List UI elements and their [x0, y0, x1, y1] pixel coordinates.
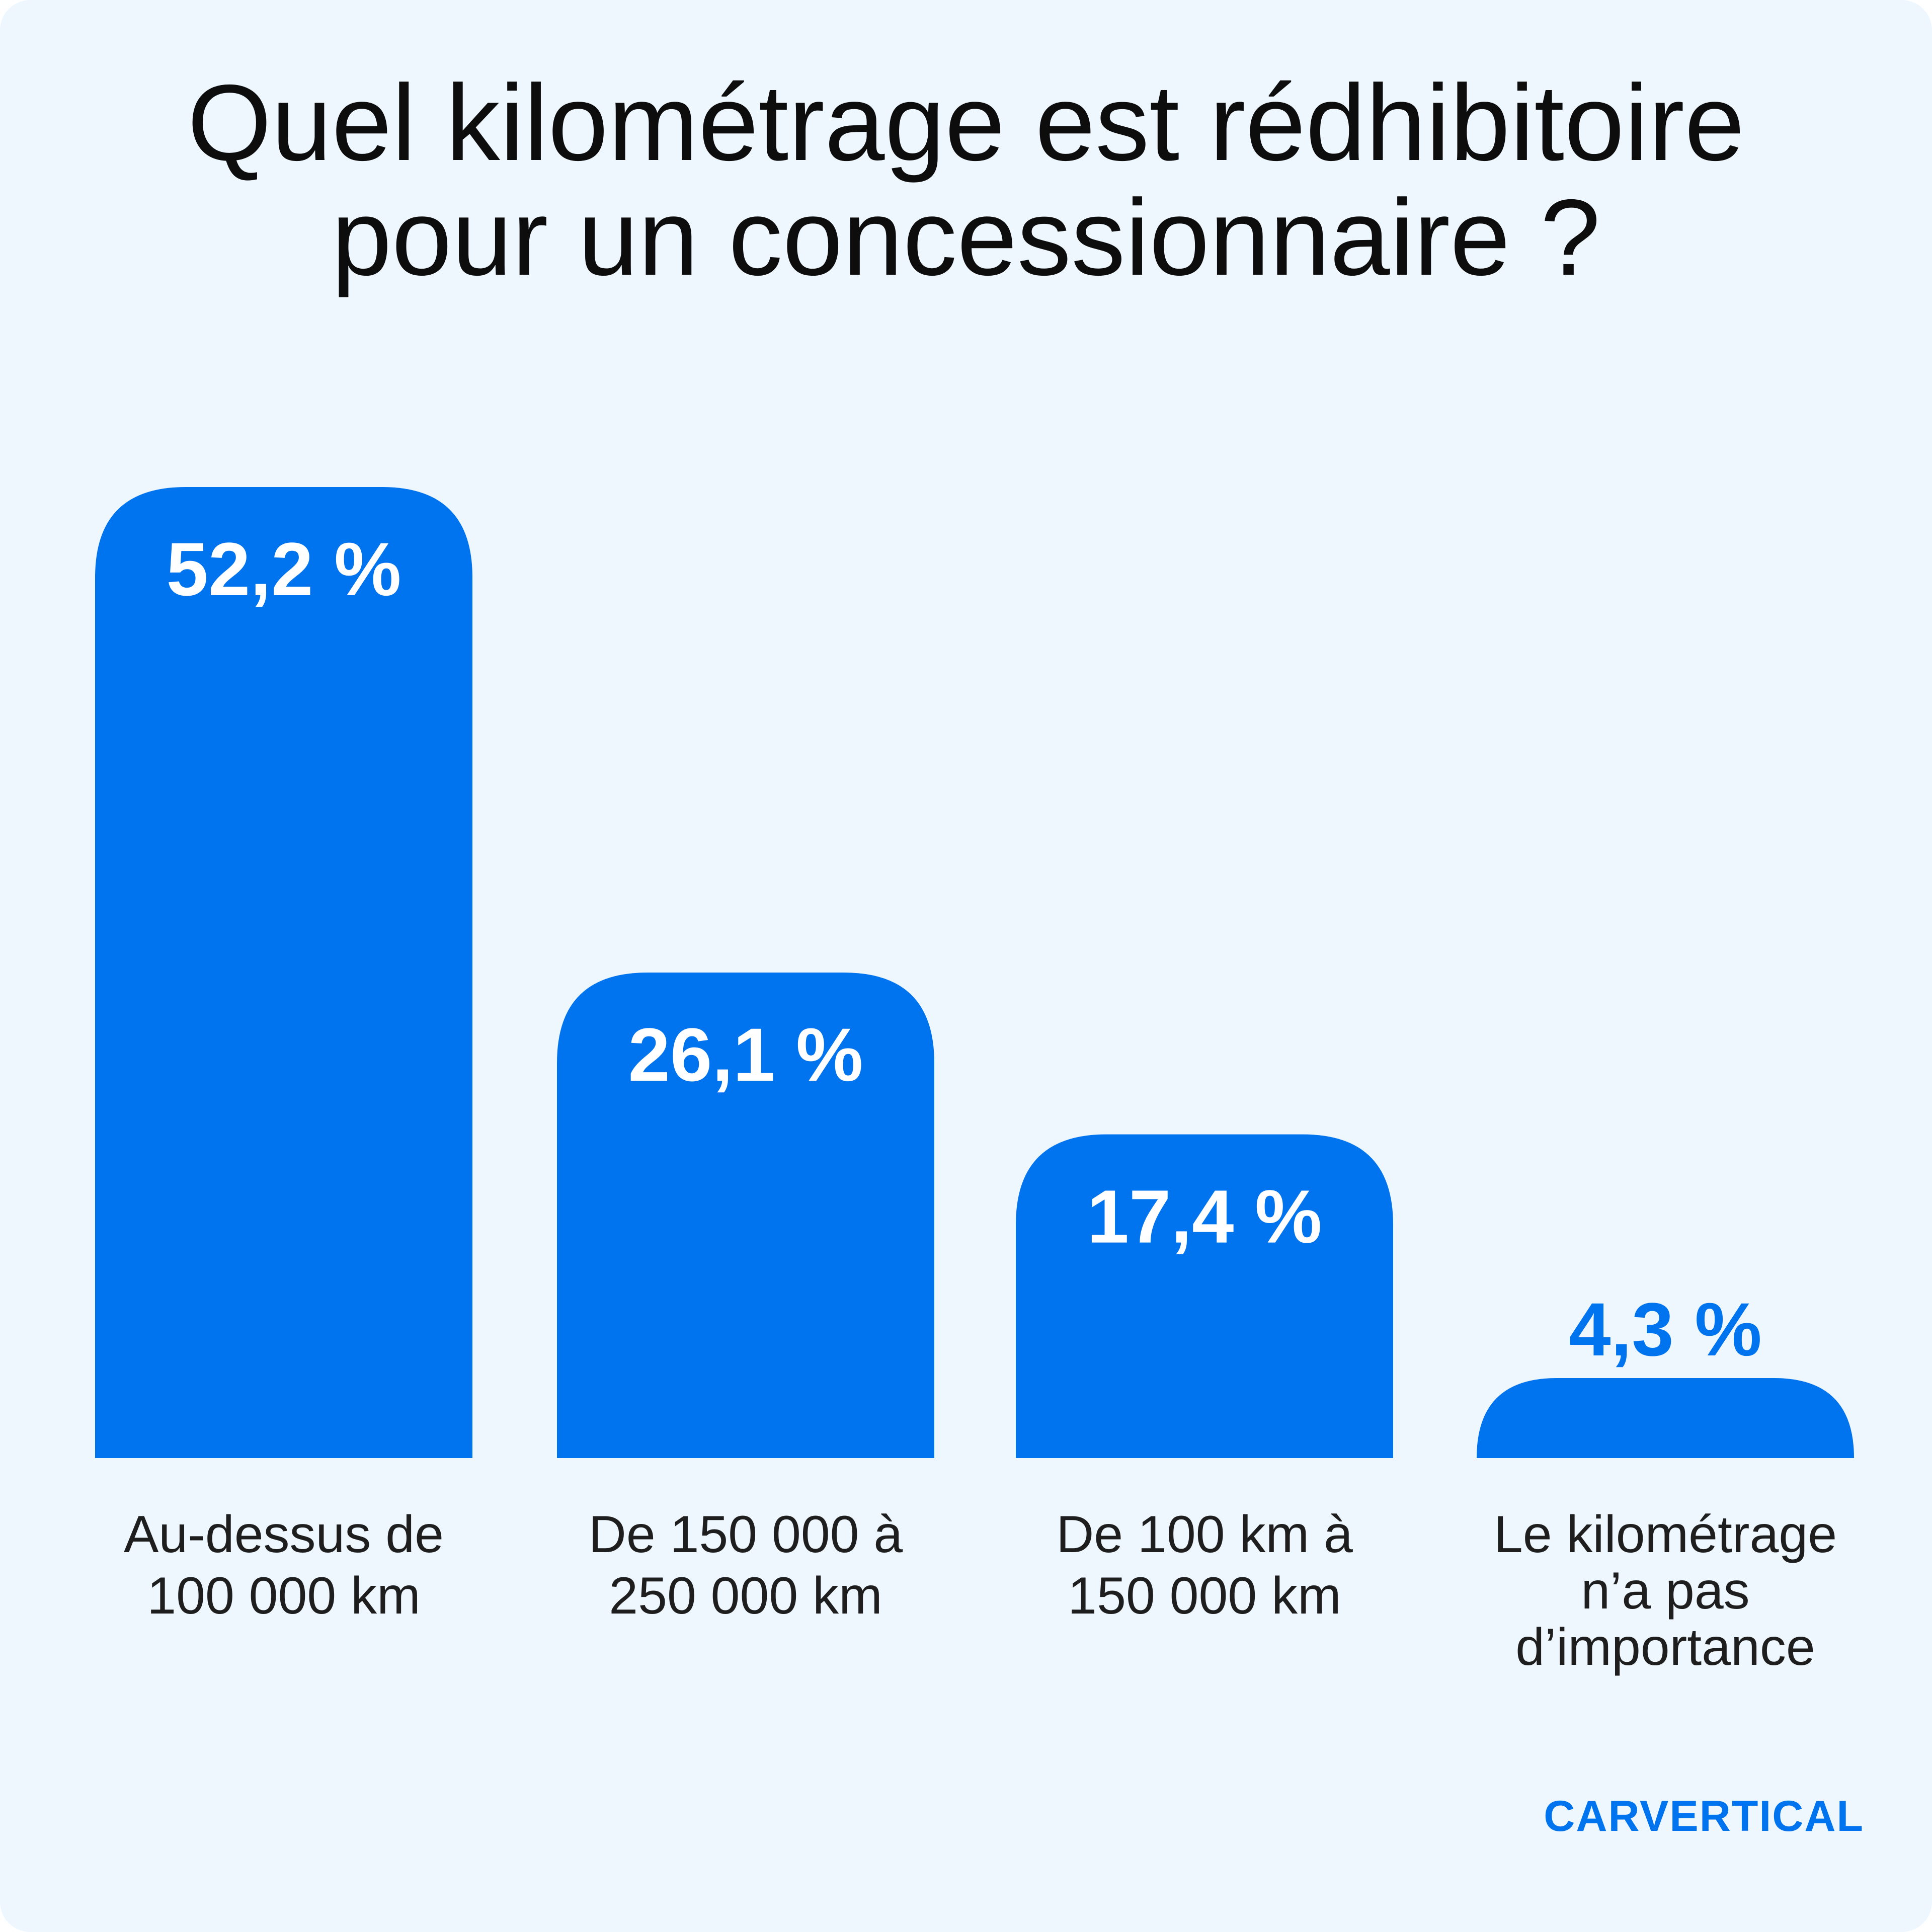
category-label-3: De 100 km à 150 000 km [1056, 1505, 1353, 1625]
bar-4 [1477, 1378, 1854, 1458]
category-label-4-line-2: n’a pas [1581, 1562, 1749, 1620]
category-label-4-line-3: d’importance [1515, 1618, 1815, 1676]
value-label-3: 17,4 % [1087, 1174, 1322, 1259]
chart-title-line-2: pour un concessionnaire ? [332, 177, 1600, 298]
bar-1 [95, 487, 472, 1458]
chart-title-line-1: Quel kilométrage est rédhibitoire [187, 62, 1745, 183]
category-label-2-line-1: De 150 000 à [589, 1505, 903, 1564]
category-label-1-line-2: 100 000 km [147, 1567, 420, 1625]
chart-title: Quel kilométrage est rédhibitoire pour u… [0, 65, 1932, 295]
bar-2 [557, 973, 934, 1458]
bar-3 [1016, 1134, 1393, 1458]
category-label-1: Au-dessus de 100 000 km [124, 1505, 444, 1625]
value-label-1: 52,2 % [167, 527, 401, 611]
category-label-3-line-1: De 100 km à [1056, 1505, 1353, 1564]
category-label-4-line-1: Le kilométrage [1494, 1505, 1837, 1564]
category-label-2-line-2: 250 000 km [609, 1567, 882, 1625]
category-label-3-line-2: 150 000 km [1068, 1567, 1341, 1625]
value-label-2: 26,1 % [628, 1012, 863, 1097]
value-label-4: 4,3 % [1569, 1287, 1762, 1372]
carvertical-logo: CARVERTICAL [1544, 1792, 1864, 1840]
category-label-2: De 150 000 à 250 000 km [589, 1505, 903, 1625]
category-label-4: Le kilométrage n’a pas d’importance [1494, 1505, 1837, 1676]
category-label-1-line-1: Au-dessus de [124, 1505, 444, 1564]
